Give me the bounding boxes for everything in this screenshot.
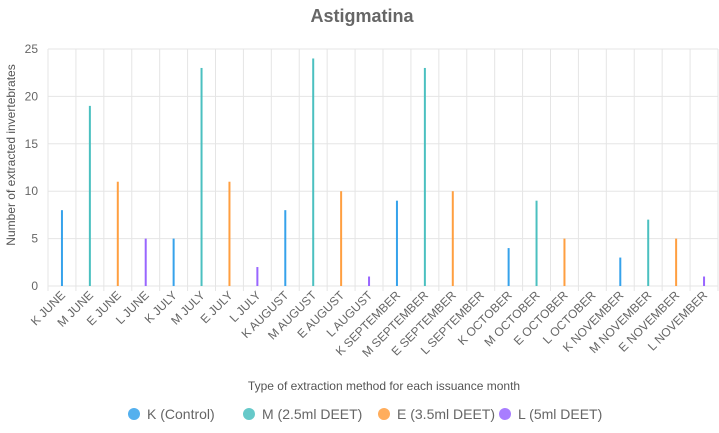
- bar-m-july[interactable]: [200, 67, 203, 287]
- chart-title: Astigmatina: [310, 6, 414, 26]
- bar-m-august[interactable]: [312, 58, 315, 287]
- legend-label[interactable]: M (2.5ml DEET): [262, 406, 362, 422]
- bar-k-july[interactable]: [172, 238, 175, 286]
- bar-m-november[interactable]: [647, 219, 650, 286]
- bar-k-october[interactable]: [507, 248, 510, 286]
- bar-e-october[interactable]: [563, 238, 566, 286]
- bar-l-june[interactable]: [144, 238, 147, 286]
- legend: K (Control) M (2.5ml DEET) E (3.5ml DEET) L…: [128, 406, 602, 422]
- y-tick-label: 5: [31, 232, 38, 246]
- bar-l-august[interactable]: [368, 276, 371, 286]
- bar-e-july[interactable]: [228, 181, 231, 286]
- bar-e-september[interactable]: [451, 191, 454, 286]
- bar-e-june[interactable]: [116, 181, 119, 286]
- bar-e-august[interactable]: [340, 191, 343, 286]
- y-tick-label: 0: [31, 279, 38, 293]
- bar-k-june[interactable]: [60, 210, 63, 286]
- bar-m-june[interactable]: [88, 105, 91, 286]
- grid: [47, 48, 719, 291]
- bar-m-september[interactable]: [423, 67, 426, 287]
- legend-marker: [499, 408, 511, 420]
- legend-label[interactable]: K (Control): [147, 406, 215, 422]
- legend-marker: [243, 408, 255, 420]
- bar-m-october[interactable]: [535, 200, 538, 286]
- y-axis-label: Number of extracted invertebrates: [4, 64, 18, 245]
- y-tick-label: 25: [25, 42, 39, 56]
- bar-k-september[interactable]: [395, 200, 398, 286]
- legend-label[interactable]: L (5ml DEET): [518, 406, 602, 422]
- x-axis-label: Type of extraction method for each issua…: [248, 379, 520, 393]
- bar-l-november[interactable]: [703, 276, 706, 286]
- bar-k-november[interactable]: [619, 257, 622, 286]
- legend-label[interactable]: E (3.5ml DEET): [397, 406, 495, 422]
- y-tick-labels: 0 5 10 15 20 25: [25, 42, 39, 293]
- bar-e-november[interactable]: [675, 238, 678, 286]
- y-tick-label: 20: [25, 89, 39, 103]
- bar-l-july[interactable]: [256, 267, 259, 286]
- y-tick-label: 10: [25, 184, 39, 198]
- legend-marker: [128, 408, 140, 420]
- bars: [60, 58, 706, 287]
- legend-marker: [378, 408, 390, 420]
- bar-k-august[interactable]: [284, 210, 287, 286]
- y-tick-label: 15: [25, 137, 39, 151]
